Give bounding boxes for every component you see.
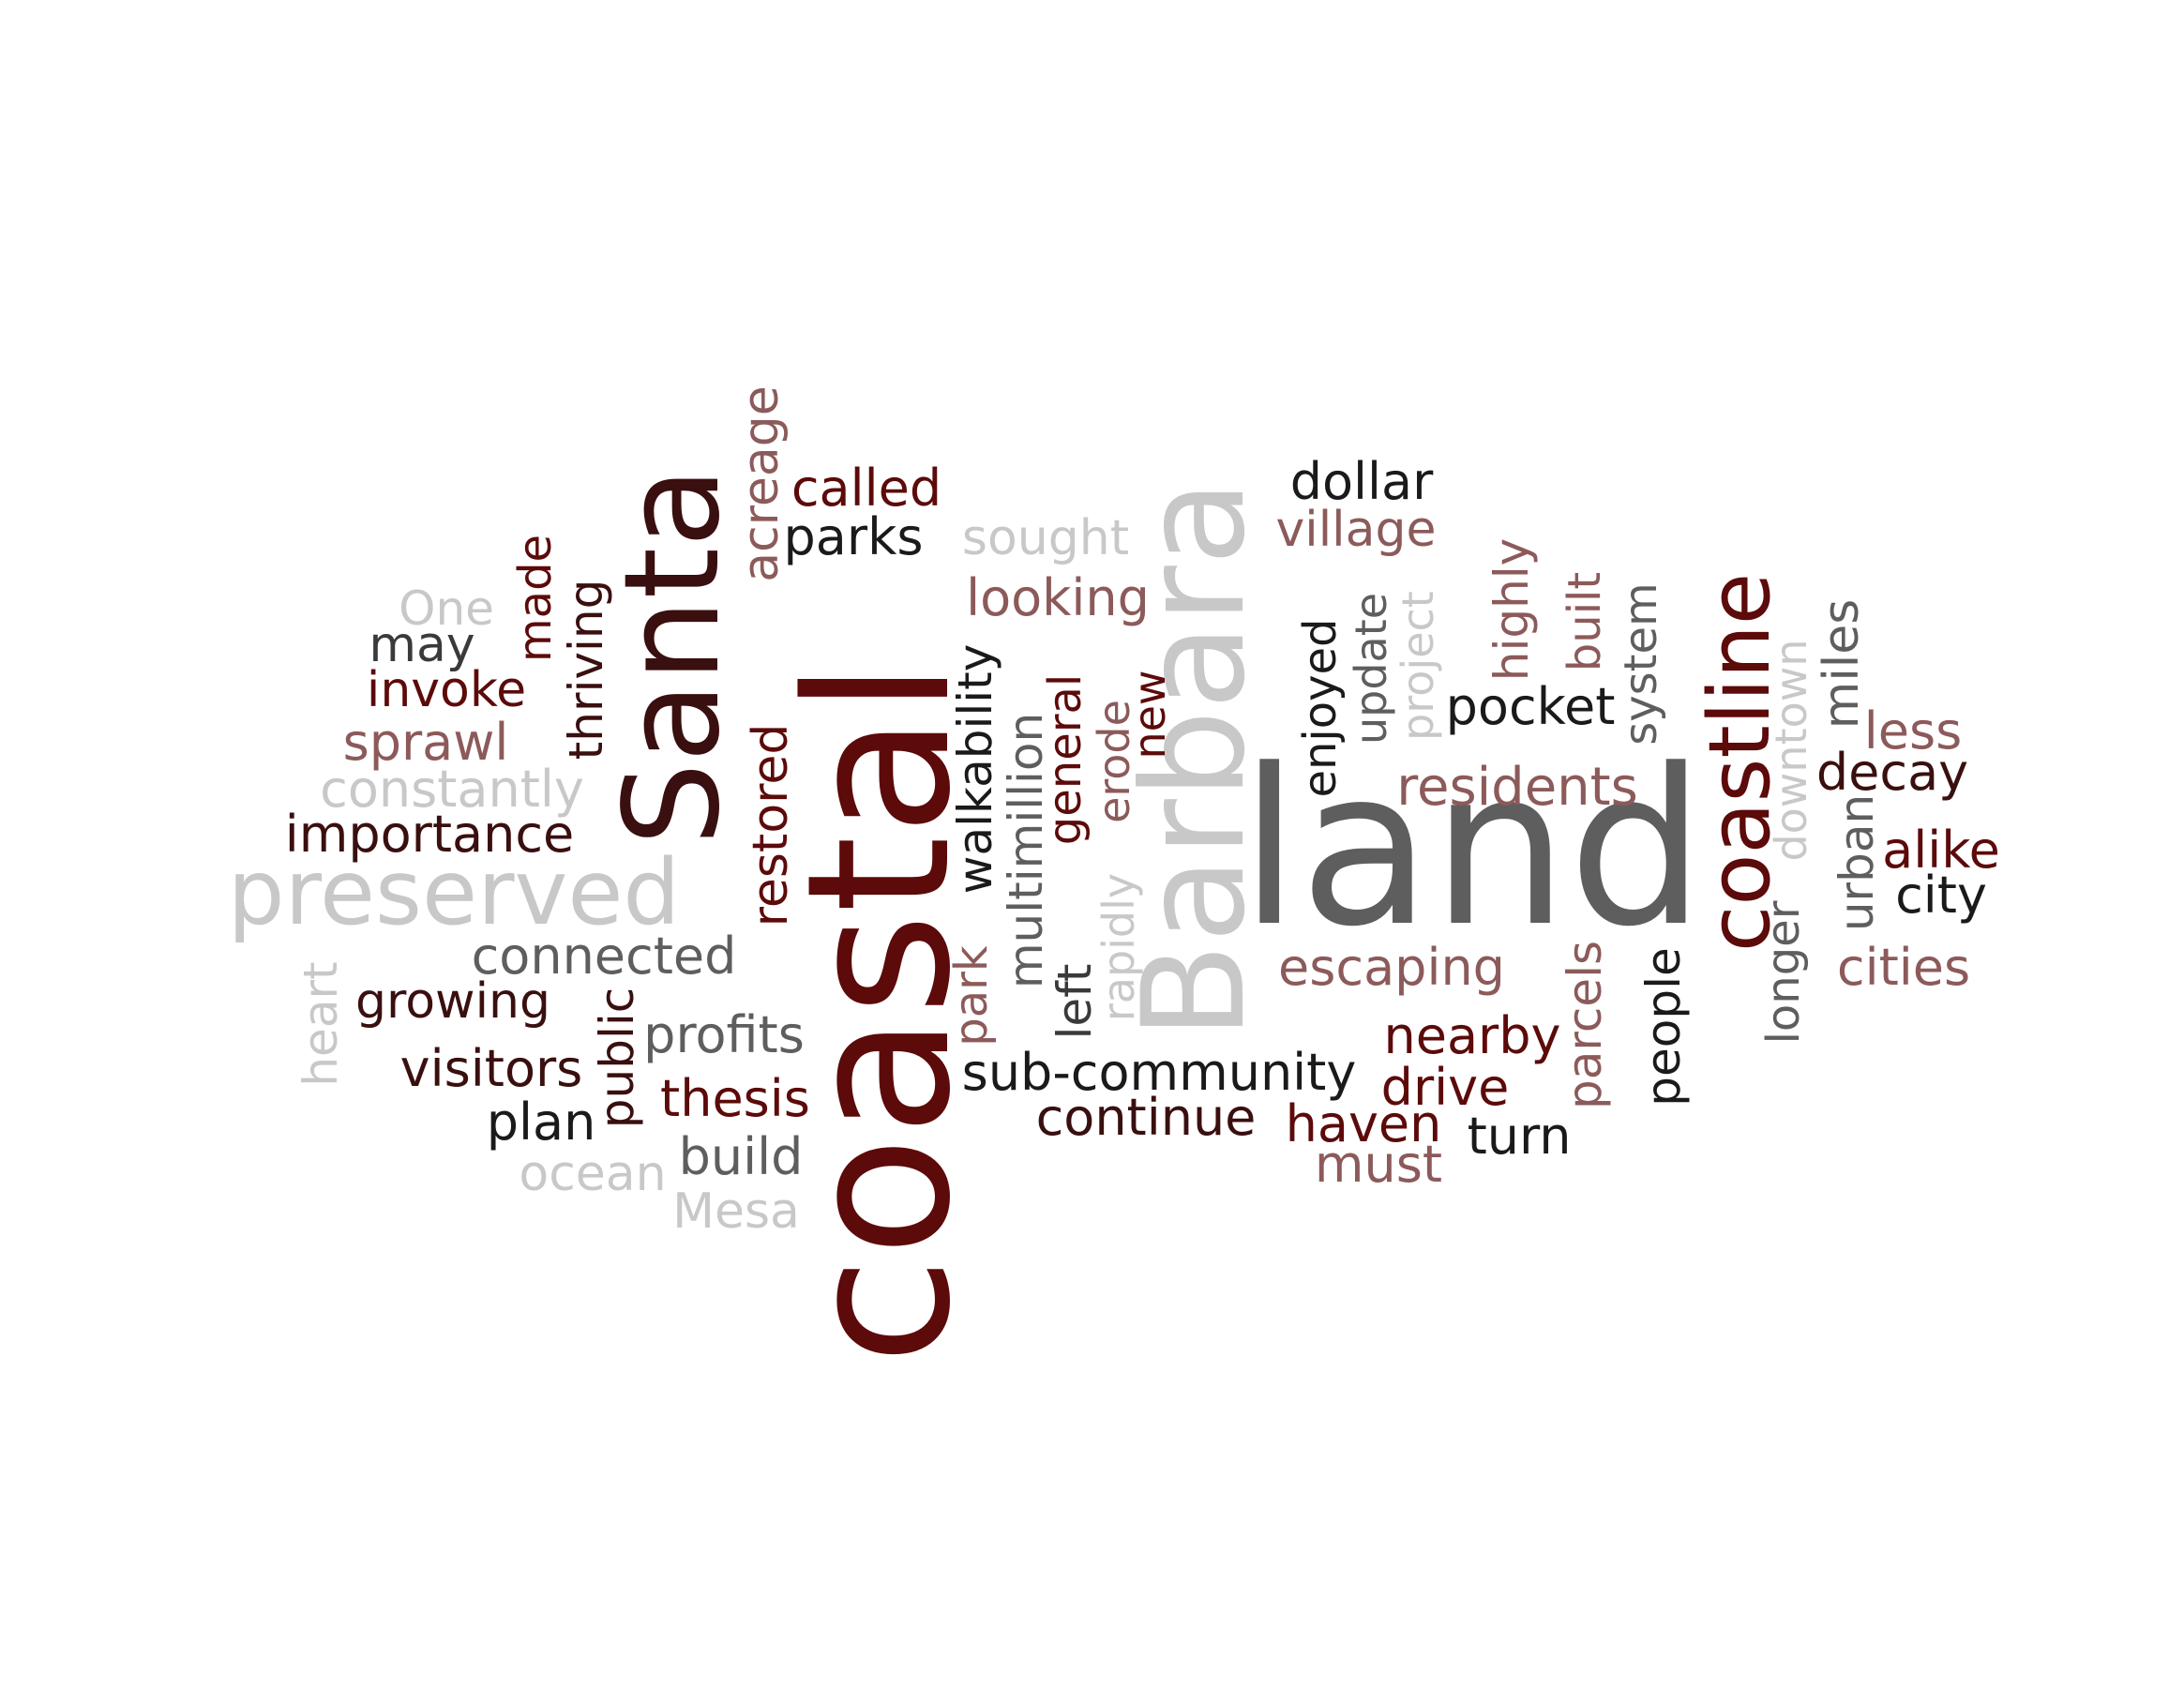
word-importance: importance [284,805,575,864]
word-update: update [1346,592,1396,746]
word-alike: alike [1882,821,2000,880]
word-dollar: dollar [1289,452,1434,511]
word-longer: longer [1757,900,1810,1045]
word-thesis: thesis [660,1069,810,1128]
word-constantly: constantly [320,760,584,819]
word-land: land [1239,724,1706,974]
word-mesa: Mesa [672,1183,800,1240]
word-heart: heart [294,961,348,1087]
word-pocket: pocket [1445,677,1616,736]
word-looking: looking [966,568,1150,627]
word-downtown: downtown [1766,639,1816,862]
word-haven: haven [1285,1094,1442,1153]
word-restored: restored [743,723,799,927]
word-rapidly: rapidly [1093,872,1144,1022]
word-made: made [509,534,562,663]
word-residents: residents [1396,757,1638,818]
word-walkability: walkability [948,643,1002,895]
word-sprawl: sprawl [342,713,509,772]
word-people: people [1636,947,1691,1107]
word-parcels: parcels [1558,940,1612,1110]
word-public: public [590,987,644,1129]
word-profits: profits [643,1005,805,1064]
word-thriving: thriving [559,579,613,761]
word-urban: urban [1830,793,1884,932]
word-village: village [1275,502,1437,558]
word-general: general [1039,673,1092,846]
word-city: city [1895,866,1987,925]
word-decay: decay [1815,743,1969,802]
word-growing: growing [355,973,550,1030]
word-sought: sought [961,510,1130,566]
word-project: project [1393,591,1443,741]
word-visitors: visitors [399,1039,583,1098]
word-system: system [1615,582,1667,746]
word-cities: cities [1836,938,1971,997]
word-left: left [1047,963,1102,1040]
word-sub-community: sub-community [961,1043,1357,1102]
word-new: new [1124,670,1175,760]
word-nearby: nearby [1383,1006,1561,1065]
word-called: called [791,459,942,518]
word-less: less [1863,701,1963,761]
word-one: One [399,581,494,636]
word-invoke: invoke [366,662,527,718]
word-santa: Santa [596,466,749,847]
word-preserved: preserved [227,840,681,945]
word-must: must [1314,1135,1443,1194]
word-turn: turn [1467,1107,1572,1166]
word-ocean: ocean [519,1146,667,1202]
word-may: may [369,617,475,673]
word-escaping: escaping [1278,938,1505,997]
word-park: park [945,945,998,1047]
word-acreage: acreage [733,385,790,582]
word-build: build [678,1127,804,1186]
word-enjoyed: enjoyed [1294,618,1347,798]
word-highly: highly [1484,537,1539,682]
word-drive: drive [1380,1058,1510,1117]
word-miles: miles [1814,598,1870,730]
word-parks: parks [783,507,924,566]
word-barbara: Barbara [1113,479,1276,1040]
word-connected: connected [471,927,737,986]
word-plan: plan [486,1093,596,1152]
word-continue: continue [1035,1088,1257,1147]
word-built: built [1559,571,1611,672]
